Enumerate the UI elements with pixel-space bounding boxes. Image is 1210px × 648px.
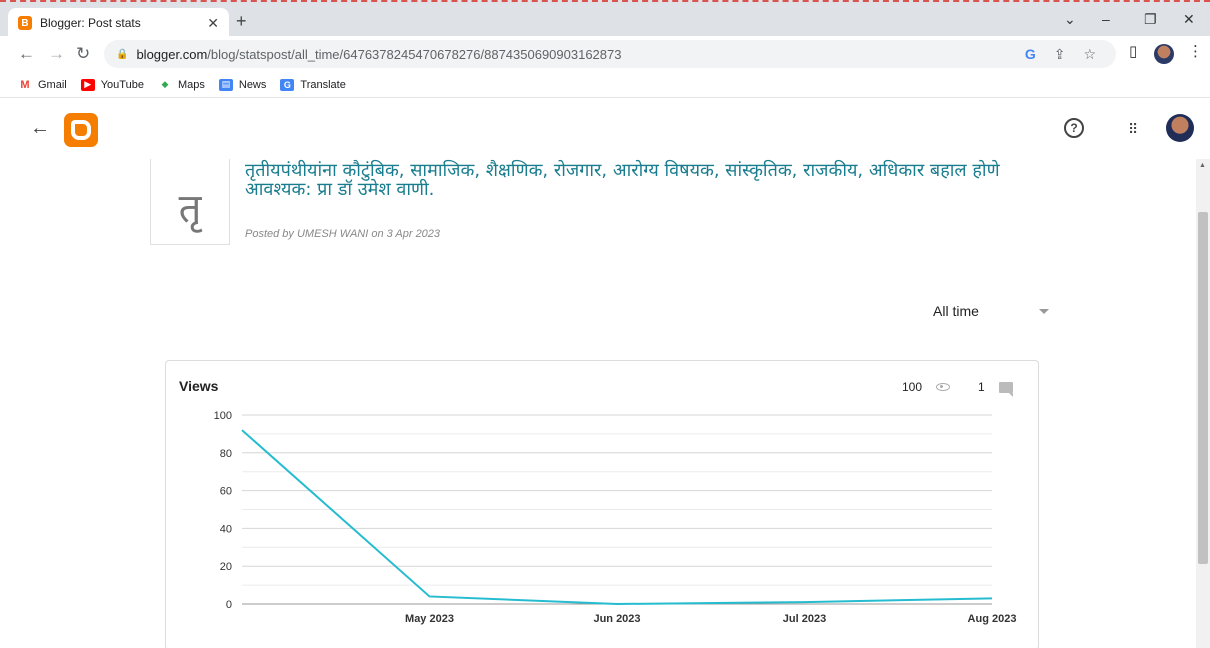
translate-icon: G: [280, 78, 295, 91]
bookmark-label: Translate: [300, 78, 346, 91]
new-tab-icon[interactable]: +: [236, 11, 247, 31]
reload-icon[interactable]: ↻: [76, 44, 91, 63]
data-point[interactable]: [239, 427, 245, 433]
account-avatar[interactable]: [1166, 114, 1194, 142]
side-panel-icon[interactable]: ▯: [1129, 43, 1138, 60]
maps-icon: ◆: [157, 78, 172, 91]
y-tick-label: 0: [226, 599, 232, 611]
eye-icon: [936, 383, 951, 391]
news-icon: ▤: [218, 78, 233, 91]
bookmark-translate[interactable]: G Translate: [280, 78, 346, 91]
y-tick-label: 80: [220, 448, 232, 460]
bookmark-label: Gmail: [38, 78, 67, 91]
page-scrollbar[interactable]: ▲: [1196, 159, 1210, 648]
blogger-favicon-icon: B: [18, 16, 32, 30]
blogger-app-bar: ← ? ⠿: [0, 99, 1210, 159]
blogger-logo-icon[interactable]: [64, 113, 98, 147]
browser-toolbar: ← → ↻ 🔒 blogger.com/blog/statspost/all_t…: [0, 36, 1210, 72]
scrollbar-thumb[interactable]: [1198, 212, 1208, 564]
bookmark-label: News: [238, 78, 267, 91]
x-tick-label: May 2023: [405, 613, 454, 625]
views-line-chart: 0 20 40 60 80 100 May 2023 Jun 2023 Jul 2023 Aug …: [214, 410, 1017, 625]
views-count: 100: [902, 380, 951, 394]
chart-title: Views: [179, 378, 219, 394]
comments-count: 1: [978, 380, 1013, 397]
date-range-value: All time: [933, 303, 979, 319]
bookmark-label: Maps: [177, 78, 205, 91]
restore-icon[interactable]: ❐: [1144, 11, 1157, 27]
profile-avatar[interactable]: [1154, 44, 1174, 64]
forward-arrow-icon[interactable]: →: [48, 44, 65, 63]
data-point[interactable]: [802, 599, 808, 605]
y-tick-label: 20: [220, 561, 232, 573]
google-translate-icon[interactable]: G: [1024, 46, 1036, 62]
lock-icon: 🔒: [116, 48, 129, 60]
dropdown-caret-icon: [1039, 309, 1049, 314]
views-count-value: 100: [902, 380, 923, 394]
post-title[interactable]: तृतीयपंथीयांना कौटुंबिक, सामाजिक, शैक्षण…: [245, 160, 1000, 200]
back-arrow-icon[interactable]: ←: [30, 117, 50, 139]
data-point[interactable]: [427, 593, 433, 599]
thumbnail-glyph: तृ: [178, 186, 202, 232]
date-range-dropdown[interactable]: All time: [933, 303, 1049, 323]
scroll-up-icon[interactable]: ▲: [1199, 162, 1206, 169]
x-tick-label: Aug 2023: [968, 613, 1017, 625]
url-path: /blog/statspost/all_time/647637824547067…: [207, 46, 622, 62]
x-tick-label: Jun 2023: [593, 613, 640, 625]
post-thumbnail: तृ: [150, 159, 230, 245]
back-arrow-icon[interactable]: ←: [18, 44, 35, 63]
tab-blogger-post-stats[interactable]: B Blogger: Post stats ✕: [8, 8, 229, 38]
views-chart-card: Views 100 1 0 20 40 60 80 100 May 2023 Jun 2023…: [165, 360, 1039, 648]
address-bar[interactable]: 🔒 blogger.com/blog/statspost/all_time/64…: [104, 40, 1116, 68]
share-icon[interactable]: ⇪: [1053, 46, 1066, 62]
tab-search-chevron-icon[interactable]: ⌄: [1064, 11, 1076, 27]
views-series-line: [241, 429, 993, 606]
tab-close-icon[interactable]: ✕: [207, 14, 219, 31]
help-icon[interactable]: ?: [1064, 118, 1084, 138]
window-close-icon[interactable]: ✕: [1183, 11, 1195, 27]
post-byline: Posted by UMESH WANI on 3 Apr 2023: [245, 228, 441, 240]
y-tick-label: 40: [220, 523, 232, 535]
data-point[interactable]: [614, 601, 620, 607]
bookmark-news[interactable]: ▤ News: [218, 78, 267, 91]
data-point[interactable]: [989, 595, 995, 601]
comment-icon: [998, 381, 1013, 397]
apps-grid-icon[interactable]: ⠿: [1128, 121, 1138, 137]
gmail-icon: M: [18, 78, 32, 91]
bookmarks-bar: M Gmail ▶ YouTube ◆ Maps ▤ News G Transl…: [0, 72, 1210, 98]
y-tick-label: 60: [220, 486, 232, 498]
youtube-icon: ▶: [80, 78, 95, 91]
browser-menu-icon[interactable]: ⋮: [1188, 43, 1203, 60]
url-host: blogger.com: [136, 46, 208, 62]
x-tick-label: Jul 2023: [783, 613, 826, 625]
bookmark-maps[interactable]: ◆ Maps: [157, 78, 205, 91]
bookmark-label: YouTube: [100, 78, 144, 91]
bookmark-star-icon[interactable]: ☆: [1083, 46, 1096, 62]
comments-count-value: 1: [978, 380, 985, 394]
bookmark-gmail[interactable]: M Gmail: [18, 78, 67, 91]
browser-tabstrip: B Blogger: Post stats ✕ + ⌄ – ❐ ✕: [0, 0, 1210, 38]
y-tick-label: 100: [214, 410, 232, 422]
tab-title: Blogger: Post stats: [40, 16, 141, 30]
minimize-icon[interactable]: –: [1102, 11, 1110, 27]
post-stats-content: तृ तृतीयपंथीयांना कौटुंबिक, सामाजिक, शैक…: [0, 159, 1196, 648]
bookmark-youtube[interactable]: ▶ YouTube: [80, 78, 144, 91]
